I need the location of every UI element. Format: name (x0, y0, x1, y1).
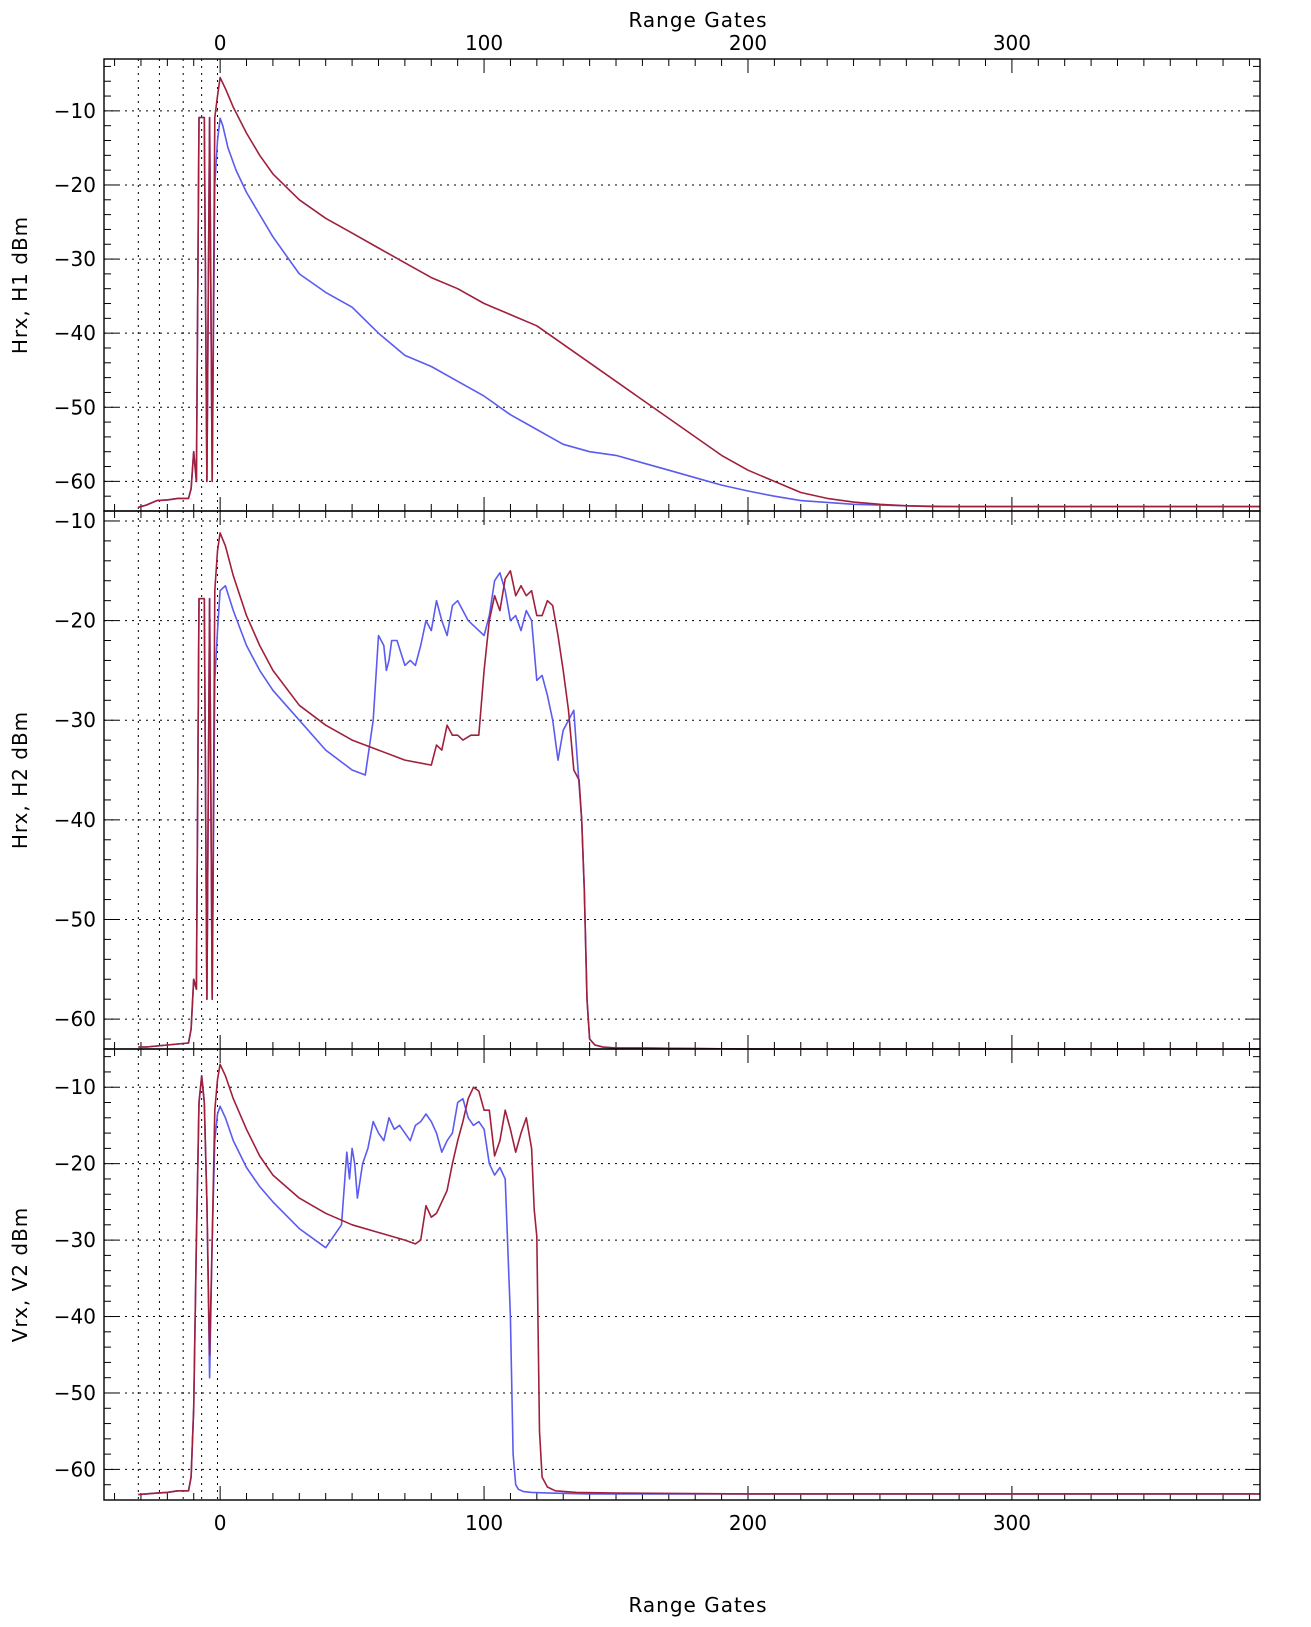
y-tick-label: −60 (54, 469, 96, 493)
series-line-2 (138, 76, 1260, 509)
top-x-tick-label: 100 (465, 31, 503, 55)
bottom-x-tick-label: 300 (993, 1511, 1031, 1535)
y-tick-label: −10 (54, 509, 96, 533)
top-x-tick-label: 0 (214, 31, 227, 55)
y-tick-label: −50 (54, 395, 96, 419)
y-tick-label: −10 (54, 99, 96, 123)
bottom-x-tick-label: 200 (729, 1511, 767, 1535)
top-x-tick-label: 300 (993, 31, 1031, 55)
y-tick-label: −40 (54, 321, 96, 345)
panel-3: −10 −20 −30 −40 −50 −60 Vrx, V2 dBm (8, 1048, 1261, 1501)
y-tick-label: −40 (54, 808, 96, 832)
top-axis-title: Range Gates (628, 8, 767, 32)
series-line-2 (138, 532, 1260, 1050)
bottom-axis-title: Range Gates (628, 1593, 767, 1617)
panel-2: −10 −20 −30 −40 −50 −60 Hrx, H2 dBm (8, 509, 1261, 1050)
y-axis-title: Hrx, H1 dBm (8, 216, 32, 354)
y-tick-label: −30 (54, 247, 96, 271)
y-tick-label: −20 (54, 1152, 96, 1176)
y-axis-title: Hrx, H2 dBm (8, 711, 32, 849)
y-tick-label: −30 (54, 1228, 96, 1252)
y-tick-label: −60 (54, 1007, 96, 1031)
top-x-tick-label: 200 (729, 31, 767, 55)
y-tick-label: −20 (54, 609, 96, 633)
y-tick-label: −40 (54, 1305, 96, 1329)
y-tick-label: −50 (54, 1381, 96, 1405)
bottom-x-tick-label: 0 (214, 1511, 227, 1535)
y-tick-label: −20 (54, 173, 96, 197)
y-tick-label: −60 (54, 1457, 96, 1481)
y-axis-title: Vrx, V2 dBm (8, 1207, 32, 1343)
y-tick-label: −30 (54, 708, 96, 732)
panel-1: −10 −20 −30 −40 −50 −60 Hrx, H1 dBm (8, 58, 1261, 512)
y-tick-label: −50 (54, 907, 96, 931)
series-line-2 (138, 1063, 1260, 1496)
panel-frame (103, 1048, 1261, 1501)
bottom-x-tick-label: 100 (465, 1511, 503, 1535)
y-tick-label: −10 (54, 1075, 96, 1099)
